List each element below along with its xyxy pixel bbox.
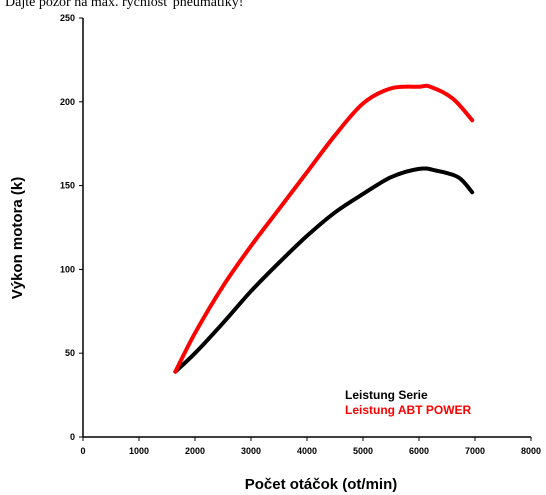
x-tick-label: 7000 [465,446,485,456]
y-tick-label: 250 [60,13,75,23]
plot-axes [82,18,531,438]
x-axis-ticks: 0 1000 2000 3000 4000 5000 6000 7000 8000 [80,437,541,456]
y-tick-label: 200 [60,97,75,107]
x-tick-label: 8000 [521,446,541,456]
x-axis-title: Počet otáčok (ot/min) [245,476,398,493]
y-tick-label: 100 [60,264,75,274]
legend-entry-leistung-serie: Leistung Serie [345,388,428,402]
y-axis-title: Výkon motora (k) [9,177,26,300]
x-tick-label: 5000 [353,446,373,456]
series-line-leistung-abt-power [173,83,475,374]
series-line-leistung-serie [173,166,475,374]
x-tick-label: 3000 [241,446,261,456]
series-layer [173,83,475,374]
x-tick-label: 1000 [129,446,149,456]
x-tick-label: 6000 [409,446,429,456]
legend-entry-leistung-abt-power: Leistung ABT POWER [345,403,472,417]
y-tick-label: 150 [60,181,75,191]
y-tick-label: 50 [65,348,75,358]
x-tick-label: 2000 [185,446,205,456]
y-axis-ticks: 0 50 100 150 200 250 [60,13,83,442]
y-tick-label: 0 [70,432,75,442]
x-tick-label: 4000 [297,446,317,456]
x-tick-label: 0 [80,446,85,456]
top-note: Dajte pozor na max. rýchlosť pneumatiky! [5,0,244,10]
